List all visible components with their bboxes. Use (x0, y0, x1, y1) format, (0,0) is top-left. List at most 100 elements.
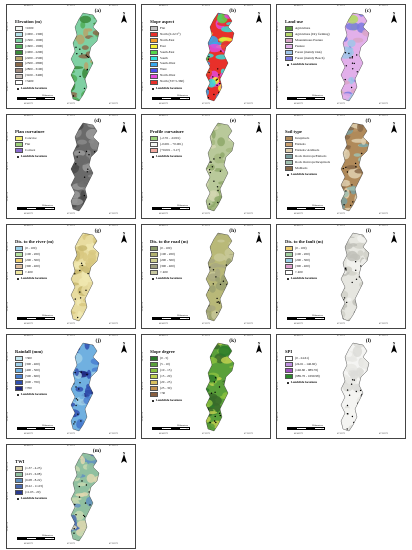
legend-item: South-East (150, 49, 196, 56)
bottom-coordinate-ticks: 46°40'0"E 47°0'0"E 47°20'0"E (277, 103, 405, 108)
scale-number: 20 (321, 318, 323, 321)
scale-bar-graphic (152, 317, 190, 321)
landslide-point (75, 386, 77, 388)
legend-swatch (285, 269, 293, 276)
landslide-point (219, 170, 222, 172)
landslide-point (355, 278, 358, 280)
bottom-coordinate-ticks: 46°40'0"E 47°0'0"E 47°20'0"E (277, 213, 405, 218)
landslide-point (93, 45, 95, 47)
legend-item: Agriculture (Dry farming) (285, 31, 331, 38)
landslide-point (214, 415, 216, 418)
legend-item-label: (200 - 300) (160, 257, 175, 262)
tick-label: 34°20'0"N (277, 131, 279, 141)
scale-number: 0 (17, 318, 18, 321)
landslide-point (345, 190, 347, 192)
landslide-point (207, 58, 210, 60)
tick-label: 47°20'0"E (109, 5, 118, 7)
landslide-point (88, 201, 90, 204)
legend-swatch (150, 55, 158, 62)
landslide-point (85, 289, 87, 291)
north-arrow-icon: N (256, 11, 262, 23)
landslide-point (225, 187, 227, 189)
landslide-point (91, 197, 93, 199)
scale-number: 20 (321, 98, 323, 101)
tick-label: 46°40'0"E (294, 225, 303, 227)
tick-label: 47°20'0"E (244, 103, 253, 105)
tick-label: 47°0'0"E (67, 543, 75, 545)
landslide-point (76, 399, 79, 401)
legend-item: (1.37 - 4.25) (15, 465, 61, 472)
scale-bar: Kilometers 0 5 10 20 (17, 314, 55, 321)
scale-unit: Kilometers (177, 424, 188, 427)
legend-item: > 400 (285, 269, 331, 276)
tick-label: 34°0'0"N (7, 162, 9, 171)
legend-swatch (15, 25, 23, 32)
scale-numbers: 0 5 10 20 (17, 539, 53, 541)
tick-label: 33°40'0"N (7, 412, 9, 422)
legend-item-label: (11.03 - 20) (25, 489, 41, 494)
legend-swatch (15, 263, 23, 270)
legend-item-label: North (0-22.5°) (160, 31, 181, 36)
landslide-point (78, 485, 80, 488)
study-area-map (340, 342, 370, 432)
left-coordinate-ticks: 34°20'0"N 34°0'0"N 33°40'0"N (7, 121, 12, 212)
legend-item-label: Flat (160, 25, 166, 30)
legend-item-label: Forest (mainly Oak) (295, 49, 322, 54)
scale-number: 0 (287, 428, 288, 431)
scale-bar-graphic (17, 207, 55, 211)
landslide-point (74, 298, 76, 300)
landslide-point (88, 309, 91, 311)
tick-label: 47°20'0"E (109, 323, 118, 325)
landslide-point (81, 480, 83, 482)
legend-swatch (285, 141, 293, 148)
landslide-point (91, 531, 93, 533)
scale-unit: Kilometers (312, 204, 323, 207)
tick-label: 47°20'0"E (109, 543, 118, 545)
landslide-label: Landslide locations (20, 86, 48, 91)
landslide-point (72, 95, 75, 97)
map-panel-b: 46°40'0"E 47°0'0"E 47°20'0"E 46°40'0"E 47°0'… (141, 4, 271, 109)
landslide-point (353, 379, 355, 381)
tick-label: 47°20'0"E (109, 103, 118, 105)
scale-bar: Kilometers 0 5 10 20 (152, 424, 190, 431)
legend-item-label: (3100 - 3400) (25, 73, 44, 78)
landslide-point (362, 386, 364, 388)
tick-label: 47°20'0"E (109, 433, 118, 435)
scale-number: 5 (28, 208, 29, 211)
landslide-point (351, 57, 353, 59)
legend-item: (0 - 5) (150, 355, 196, 362)
landslide-point (224, 78, 226, 81)
landslide-point (214, 377, 217, 379)
tick-label: 47°20'0"E (244, 225, 253, 227)
landslide-point (350, 86, 353, 89)
scale-number: 20 (51, 428, 53, 431)
tick-label: 34°0'0"N (7, 52, 9, 61)
legend-item-label: (1300 - 1600) (25, 37, 44, 42)
landslide-point (75, 514, 77, 516)
legend-swatch (150, 147, 158, 154)
landslide-legend: Landslide locations (15, 86, 61, 91)
scale-number: 5 (28, 538, 29, 541)
left-coordinate-ticks: 34°20'0"N 34°0'0"N 33°40'0"N (142, 121, 147, 212)
legend-item: (6.08 - 8.22) (15, 477, 61, 484)
legend-item: (500 - 600) (15, 373, 61, 380)
legend-swatch (150, 31, 158, 38)
scale-number: 0 (17, 98, 18, 101)
landslide-point (86, 373, 88, 376)
landslide-point (223, 425, 225, 427)
legend-item: Pasture (285, 43, 331, 50)
legend-swatch (150, 245, 158, 252)
scale-number: 0 (287, 208, 288, 211)
landslide-point (86, 69, 88, 71)
landslide-point (88, 491, 90, 493)
legend-item: North-West (150, 73, 196, 80)
tick-label: 46°40'0"E (24, 5, 33, 7)
bottom-coordinate-ticks: 46°40'0"E 47°0'0"E 47°20'0"E (7, 433, 135, 438)
landslide-point (347, 413, 349, 415)
landslide-point (90, 427, 92, 429)
landslide-point (360, 297, 362, 299)
north-arrow-icon: N (121, 121, 127, 133)
landslide-point (216, 78, 218, 80)
legend-item: (25 - 30) (150, 385, 196, 392)
top-coordinate-ticks: 46°40'0"E 47°0'0"E 47°20'0"E (7, 225, 135, 230)
